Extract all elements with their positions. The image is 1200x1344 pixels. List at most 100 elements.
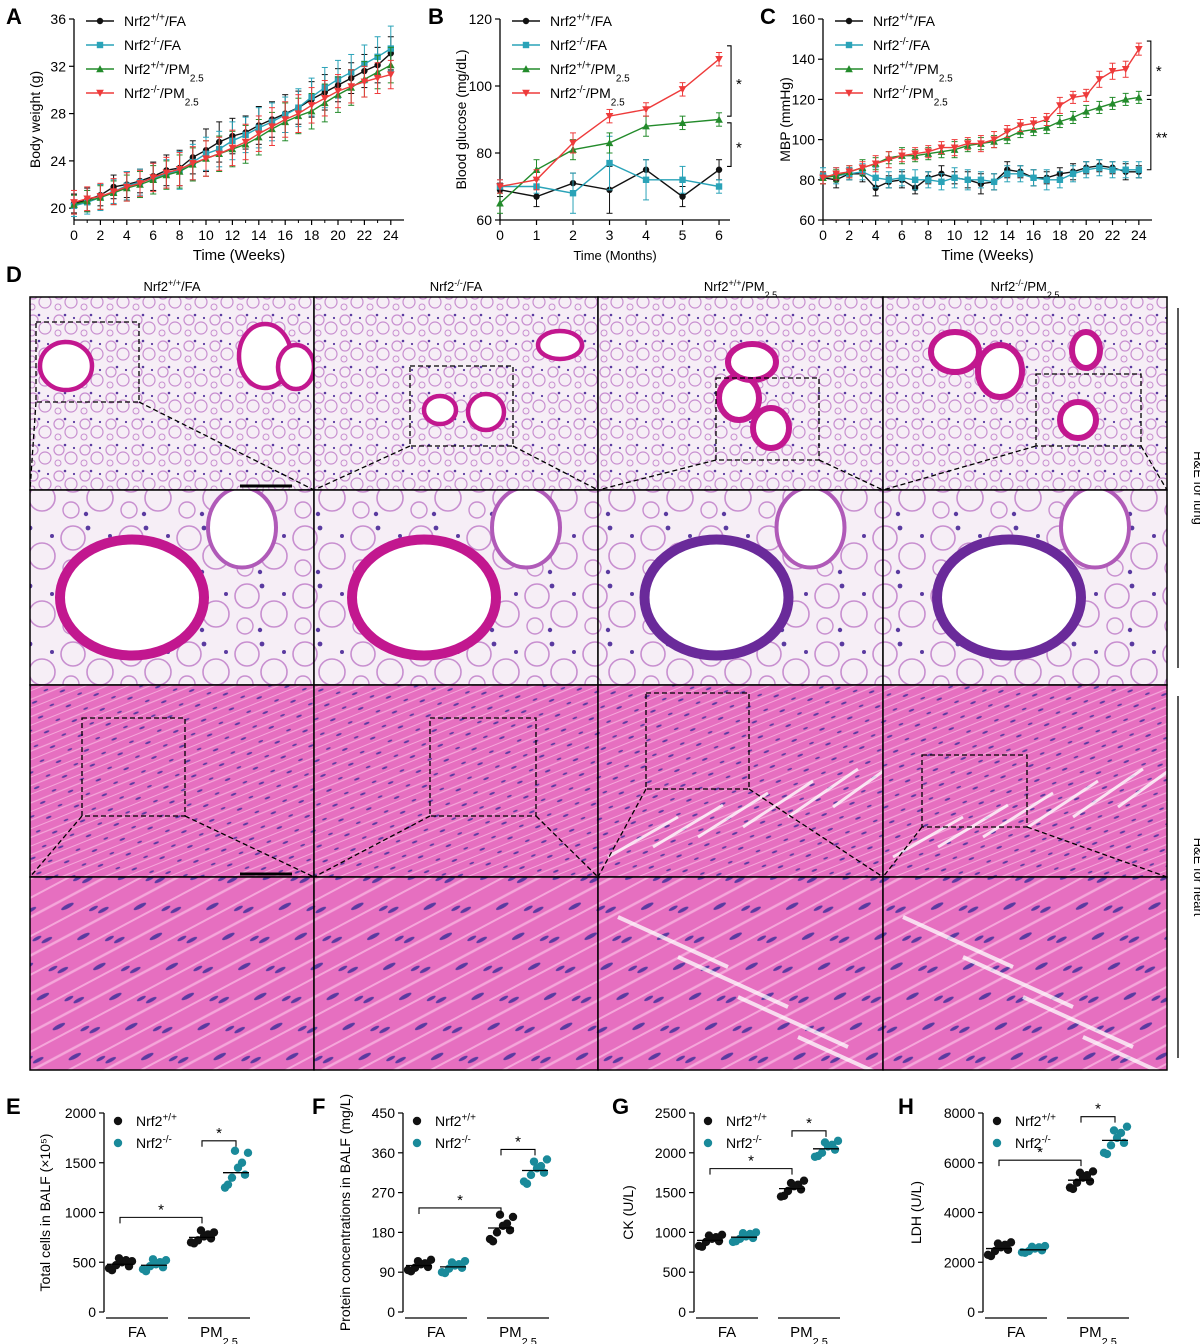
legend-label-part: +/+ — [150, 60, 165, 71]
y-tick-label: 60 — [799, 212, 815, 228]
legend-marker — [845, 41, 853, 49]
x-tick-label: 12 — [225, 227, 241, 243]
bronchus — [465, 391, 507, 433]
y-tick-label: 1000 — [655, 1224, 686, 1240]
data-dot — [799, 1176, 809, 1185]
histology-cell-r0-c1 — [313, 296, 599, 491]
x-tick-label: 0 — [819, 227, 827, 243]
legend-marker — [522, 89, 530, 97]
group-2 — [776, 1176, 809, 1201]
legend-label-part: Nrf2 — [550, 37, 577, 53]
x-tick-label: 22 — [1105, 227, 1121, 243]
column-header-part: /PM — [741, 279, 764, 294]
legend-marker — [845, 65, 853, 73]
legend-label-part: 2.5 — [611, 98, 625, 109]
tissue-texture — [598, 685, 883, 877]
data-dot — [243, 1148, 253, 1158]
significance-mark: * — [457, 1192, 463, 1209]
legend-label-part: +/+ — [752, 1112, 767, 1123]
data-point — [1029, 120, 1038, 128]
bracket-wt-vs-ko — [500, 1148, 536, 1156]
legend-label: Nrf2+/+ — [136, 1112, 177, 1129]
data-point — [605, 112, 614, 120]
data-dot — [233, 1163, 243, 1172]
row-label-heart: H&E for heart — [1191, 838, 1200, 917]
legend-label: Nrf2-/- — [726, 1134, 762, 1151]
column-header-part: Nrf2 — [991, 279, 1016, 294]
heart-tissue-image — [314, 685, 598, 877]
group-3 — [220, 1146, 253, 1192]
tissue-cleft — [1082, 1035, 1161, 1070]
legend-label-part: 2.5 — [185, 98, 199, 109]
legend-dot — [703, 1138, 713, 1148]
y-axis-label: CK (U/L) — [620, 1185, 636, 1239]
data-dot — [796, 1185, 806, 1194]
y-tick-label: 1000 — [65, 1205, 96, 1221]
zoom-box — [409, 365, 514, 447]
data-point — [1056, 102, 1064, 110]
lung-tissue-image — [883, 490, 1167, 685]
x-tick-label: 12 — [973, 227, 989, 243]
y-tick-label: 2000 — [65, 1105, 96, 1121]
legend-label: Nrf2+/+/FA — [873, 12, 936, 29]
data-dot — [447, 1258, 457, 1267]
group-label-pm-part: 2.5 — [813, 1336, 828, 1344]
x-tick-label: 24 — [383, 227, 399, 243]
lung-tissue-image — [30, 490, 314, 685]
panel-letter-g: G — [612, 1094, 629, 1119]
y-tick-label: 0 — [387, 1304, 395, 1320]
vessel-zoom — [206, 490, 278, 570]
legend-label-part: +/+ — [150, 12, 165, 23]
data-point — [347, 83, 356, 91]
histology-cell-r1-c1 — [313, 489, 599, 686]
data-point — [1082, 107, 1091, 115]
legend-label-part: /FA — [586, 37, 608, 53]
heart-tissue-image — [883, 685, 1167, 877]
group-label-fa: FA — [427, 1324, 445, 1341]
tissue-cleft — [892, 815, 964, 859]
group-0 — [983, 1238, 1016, 1261]
data-dot — [779, 1191, 789, 1200]
data-dot — [107, 1266, 117, 1275]
legend-label-part: Nrf2 — [124, 85, 151, 101]
bronchus — [421, 393, 459, 427]
data-dot — [426, 1255, 436, 1265]
y-tick-label: 500 — [663, 1264, 687, 1280]
y-axis-label: LDH (U/L) — [908, 1181, 924, 1244]
data-dot — [813, 1151, 823, 1161]
zoom-box — [715, 377, 820, 461]
bracket-line — [727, 45, 732, 117]
data-dot — [1102, 1149, 1112, 1159]
panel-letter-b: B — [428, 4, 444, 29]
y-tick-label: 100 — [469, 78, 493, 94]
column-header: Nrf2-/-/FA — [430, 278, 483, 294]
data-dot — [786, 1178, 796, 1188]
tissue-cleft — [797, 1035, 876, 1070]
histology-cell-r3-c2 — [597, 876, 884, 1071]
column-header-part: -/- — [1015, 278, 1024, 288]
data-point — [360, 78, 369, 86]
data-dot — [714, 1236, 724, 1246]
y-tick-label: 0 — [967, 1304, 975, 1320]
data-dot — [1003, 1245, 1013, 1255]
data-dot — [498, 1221, 508, 1230]
legend-label-part: Nrf2 — [1015, 1113, 1042, 1129]
vessel-zoom — [1059, 490, 1131, 570]
y-tick-label: 120 — [792, 91, 816, 107]
x-tick-label: 20 — [330, 227, 346, 243]
data-dot — [240, 1170, 250, 1179]
tissue-texture — [314, 877, 598, 1070]
zoom-connector — [597, 788, 647, 878]
legend-label-part: /PM — [160, 85, 185, 101]
data-dot — [141, 1267, 151, 1276]
x-tick-label: 1 — [533, 227, 541, 243]
legend-label-part: +/+ — [899, 60, 914, 71]
data-point — [254, 130, 263, 138]
heart-tissue-image — [30, 877, 314, 1070]
legend-marker — [845, 89, 853, 97]
legend-label-part: +/+ — [461, 1112, 476, 1123]
legend-marker — [96, 89, 104, 97]
data-point — [1004, 170, 1011, 177]
bronchus — [275, 342, 314, 392]
data-point — [70, 199, 78, 207]
